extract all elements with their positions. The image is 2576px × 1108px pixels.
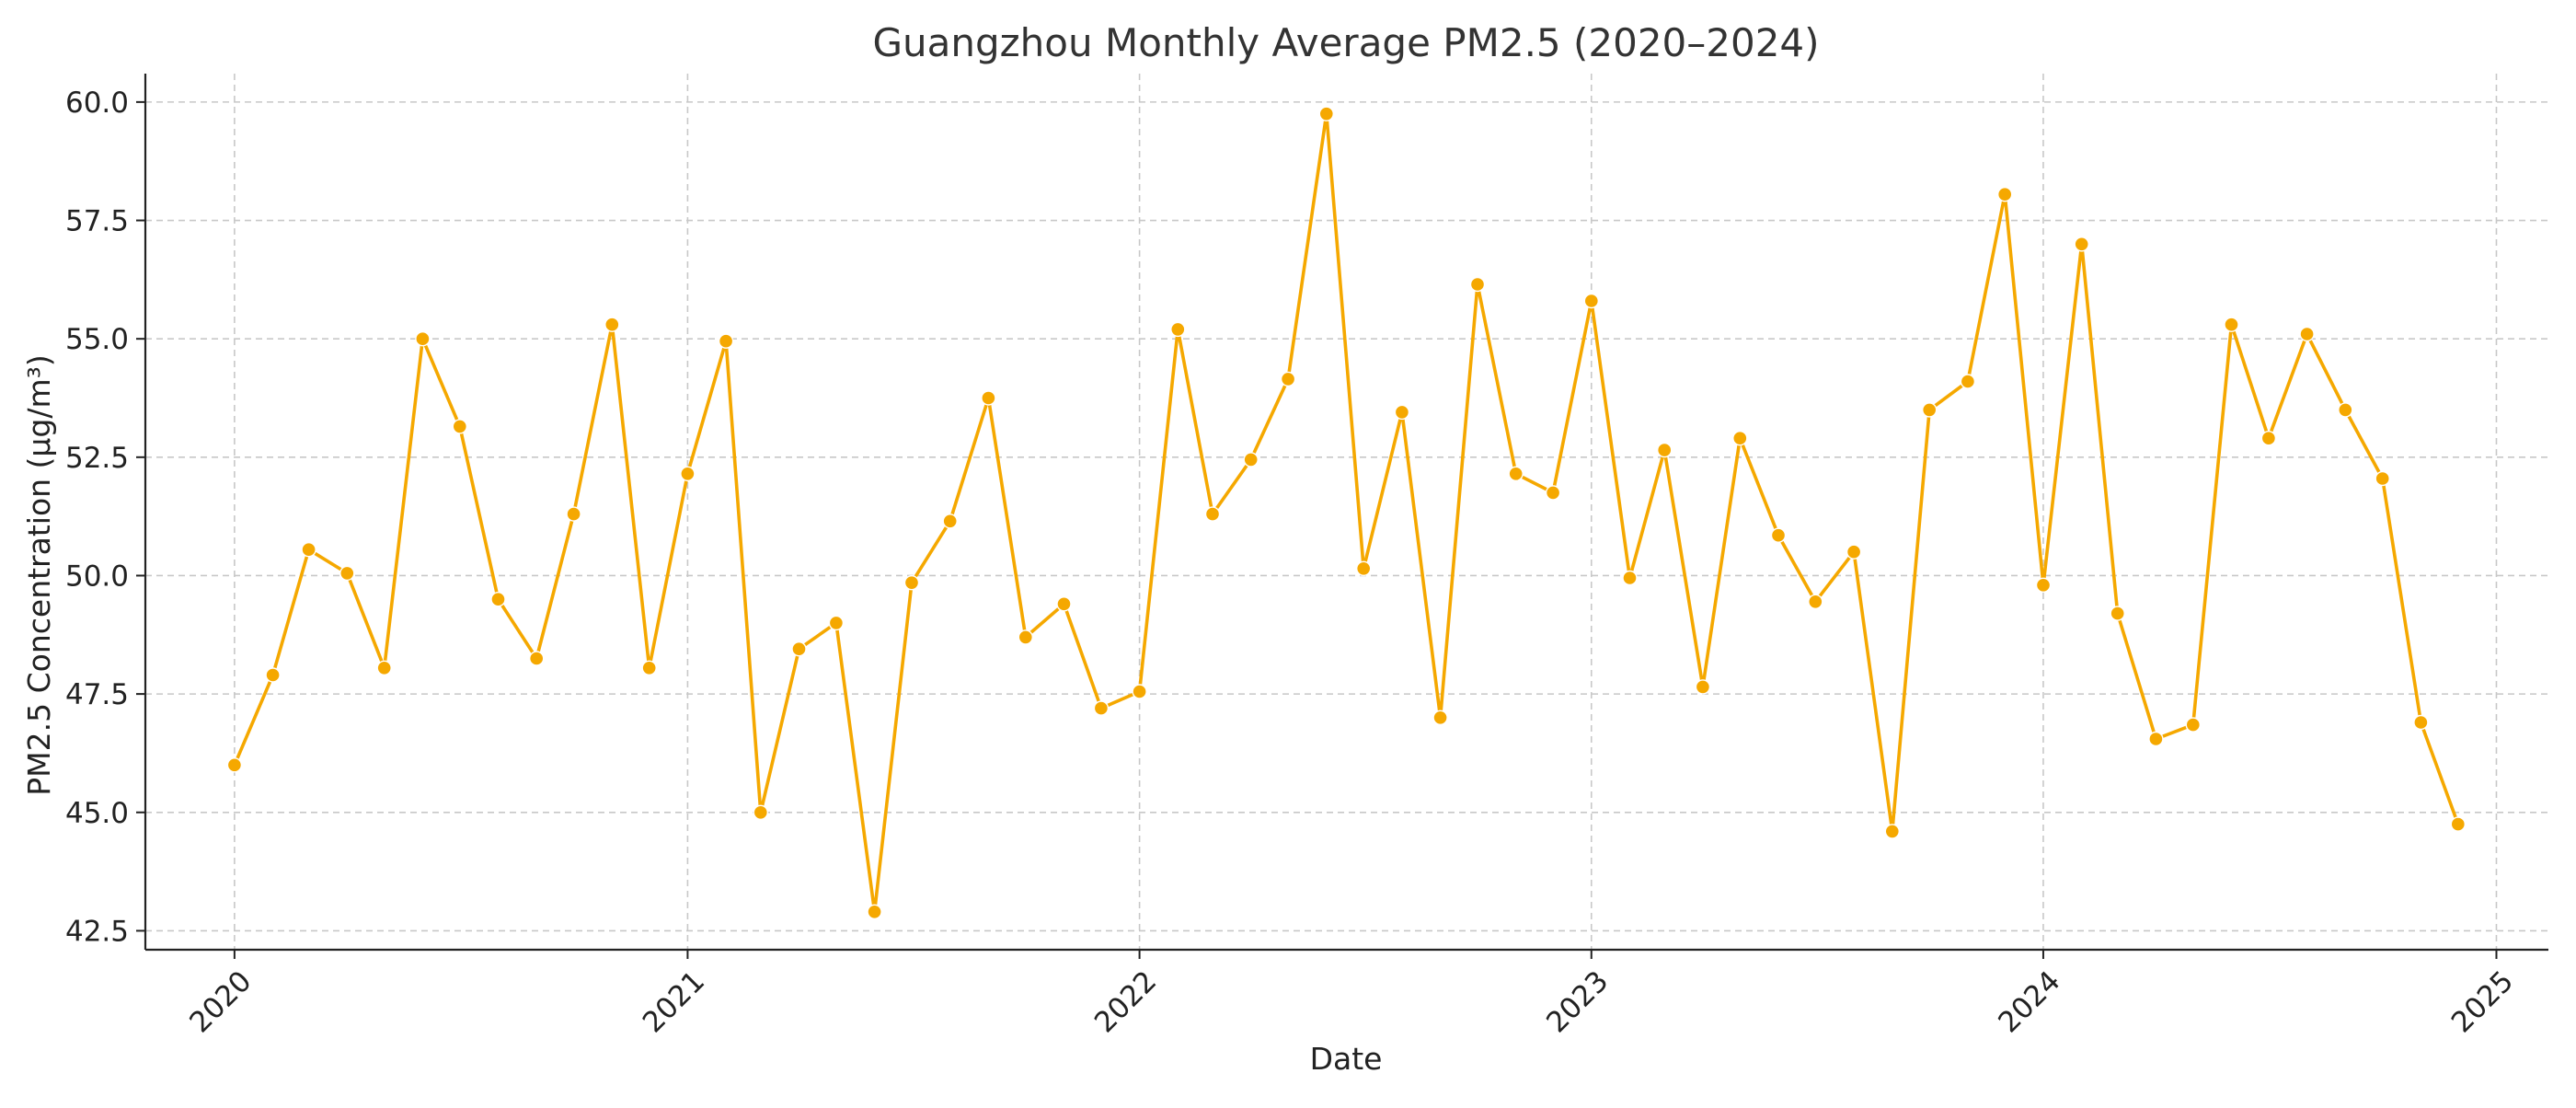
x-tick-label: 2022 <box>1088 964 1163 1039</box>
data-point <box>1018 629 1034 645</box>
data-point <box>867 904 882 919</box>
data-point <box>2375 470 2390 487</box>
x-axis-label: Date <box>1310 1041 1383 1077</box>
data-point <box>680 466 696 481</box>
data-point <box>301 542 316 558</box>
data-point <box>376 660 392 675</box>
y-tick-label: 57.5 <box>65 205 129 238</box>
data-point <box>1921 402 1938 418</box>
data-point <box>1243 452 1259 467</box>
pm25-series-line <box>233 111 2460 914</box>
data-point <box>339 565 355 582</box>
data-point <box>604 317 620 332</box>
chart-title: Guangzhou Monthly Average PM2.5 (2020–20… <box>872 20 1819 65</box>
data-point <box>1695 679 1711 695</box>
y-tick-label: 47.5 <box>65 678 129 711</box>
y-axis-label: PM2.5 Concentration (μg/m³) <box>21 354 57 795</box>
y-axis-ticks: 42.5 45.0 47.5 50.0 52.5 55.0 57.5 60.0 <box>65 87 145 948</box>
data-point <box>1056 596 1072 612</box>
data-point <box>2148 731 2164 747</box>
data-point <box>1846 544 1862 560</box>
data-point <box>718 333 734 349</box>
data-point <box>1960 374 1976 389</box>
data-point <box>2260 431 2277 446</box>
data-point <box>1204 506 1221 522</box>
data-point <box>2299 326 2315 342</box>
data-point <box>226 757 243 773</box>
grid-lines <box>145 74 2548 950</box>
data-point <box>2413 714 2429 731</box>
x-tick-label: 2024 <box>1992 964 2066 1039</box>
data-point <box>2110 606 2125 621</box>
data-point <box>1545 485 1561 501</box>
data-point <box>1469 276 1486 293</box>
y-tick-label: 55.0 <box>65 323 129 356</box>
y-tick-label: 45.0 <box>65 797 129 830</box>
x-axis-ticks: 2020 2021 2022 2023 2024 2025 <box>183 950 2520 1039</box>
y-tick-label: 52.5 <box>65 442 129 475</box>
data-point <box>1884 824 1901 839</box>
data-point <box>1996 186 2013 202</box>
data-point <box>1355 560 1372 576</box>
data-point <box>1432 710 1448 725</box>
data-point <box>2450 816 2467 832</box>
data-point <box>529 651 545 666</box>
data-point <box>1622 570 1638 586</box>
data-point <box>265 667 281 683</box>
data-point <box>452 419 467 434</box>
data-point <box>641 660 657 675</box>
y-tick-label: 42.5 <box>65 915 129 948</box>
data-point <box>1583 293 1600 309</box>
pm25-data-points <box>226 106 2467 919</box>
data-point <box>2224 317 2239 332</box>
x-tick-label: 2023 <box>1540 964 1615 1039</box>
data-point <box>903 575 920 591</box>
data-point <box>1093 700 1110 716</box>
data-point <box>828 615 845 631</box>
data-point <box>1732 431 1748 446</box>
x-tick-label: 2025 <box>2445 964 2520 1039</box>
data-point <box>791 641 807 657</box>
data-point <box>1656 442 1673 458</box>
data-point <box>2185 717 2202 733</box>
data-point <box>753 804 768 820</box>
data-point <box>1280 371 1296 387</box>
data-point <box>2338 402 2353 418</box>
y-tick-label: 50.0 <box>65 560 129 593</box>
data-point <box>1132 684 1147 699</box>
data-point <box>1170 321 1186 338</box>
y-tick-label: 60.0 <box>65 87 129 120</box>
x-tick-label: 2020 <box>183 964 258 1039</box>
data-point <box>566 506 581 522</box>
data-point <box>1394 404 1410 421</box>
data-point <box>1318 106 1335 121</box>
x-tick-label: 2021 <box>637 964 711 1039</box>
data-point <box>1770 527 1787 543</box>
data-point <box>2035 577 2052 593</box>
data-point <box>1508 466 1524 481</box>
data-point <box>981 390 996 406</box>
data-point <box>942 514 958 529</box>
data-point <box>1808 594 1823 609</box>
data-point <box>2074 237 2089 252</box>
data-point <box>490 592 506 607</box>
data-point <box>415 331 431 347</box>
